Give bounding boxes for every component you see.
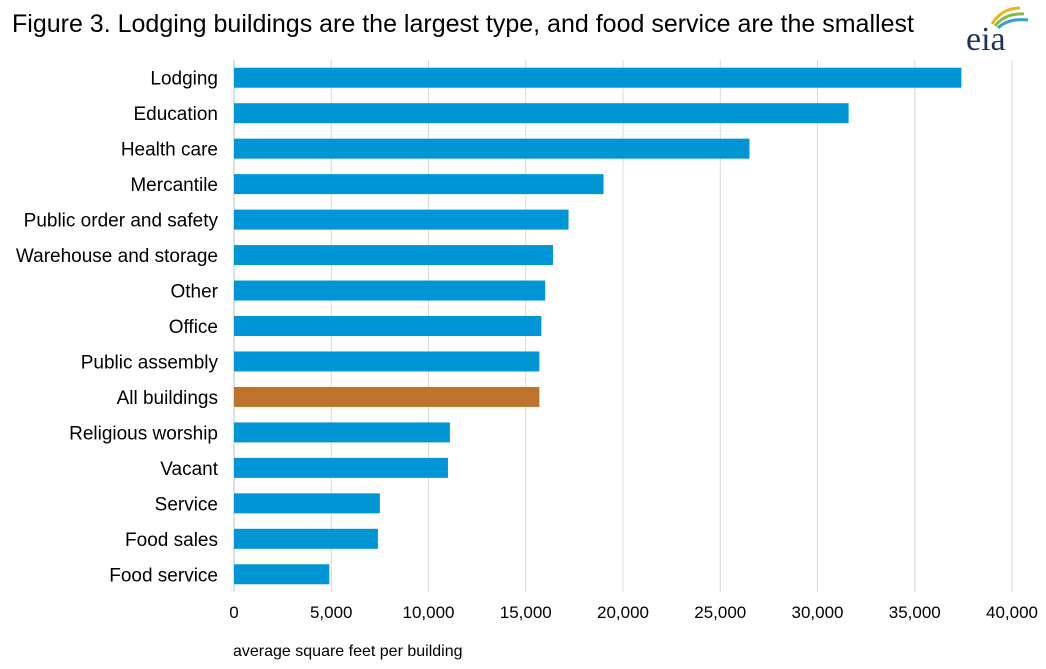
category-label: Public order and safety xyxy=(24,211,219,232)
bar xyxy=(234,386,540,407)
category-label: Service xyxy=(155,494,218,515)
logo-arcs-icon xyxy=(990,6,1029,30)
chart-title: Figure 3. Lodging buildings are the larg… xyxy=(12,10,914,38)
bar xyxy=(234,564,330,585)
category-label: All buildings xyxy=(117,388,218,409)
x-axis-ticks: 0 5,000 10,000 15,000 20,000 25,000 30,000 35,0… xyxy=(229,603,1038,622)
x-tick-label: 10,000 xyxy=(403,603,455,622)
eia-logo: eia xyxy=(966,6,1029,54)
category-label: Vacant xyxy=(160,459,218,480)
category-label: Lodging xyxy=(150,69,218,90)
category-label: Religious worship xyxy=(69,423,218,444)
logo-text: eia xyxy=(966,21,1006,54)
category-label: Mercantile xyxy=(130,175,218,196)
x-tick-label: 5,000 xyxy=(310,603,353,622)
category-label: Food sales xyxy=(125,530,218,551)
bar xyxy=(234,103,849,124)
category-label: Public assembly xyxy=(81,352,219,373)
bars xyxy=(234,67,962,585)
bar xyxy=(234,316,542,336)
bar xyxy=(234,245,553,266)
bar xyxy=(234,457,448,478)
bar xyxy=(234,528,378,549)
category-label: Education xyxy=(133,104,218,125)
bar xyxy=(234,351,540,372)
category-label: Other xyxy=(170,282,218,303)
category-label: Food service xyxy=(109,565,218,586)
bar xyxy=(234,493,380,514)
bar xyxy=(234,422,450,443)
x-axis-title: average square feet per building xyxy=(233,643,463,660)
bar xyxy=(234,280,546,301)
bar xyxy=(234,67,962,88)
bar xyxy=(234,174,604,195)
x-tick-label: 0 xyxy=(229,603,238,622)
x-tick-label: 20,000 xyxy=(597,603,649,622)
category-label: Warehouse and storage xyxy=(16,246,218,267)
x-tick-label: 35,000 xyxy=(889,603,941,622)
x-tick-label: 15,000 xyxy=(500,603,552,622)
bar xyxy=(234,138,750,159)
x-tick-label: 25,000 xyxy=(694,603,746,622)
x-tick-label: 30,000 xyxy=(792,603,844,622)
category-label: Office xyxy=(169,317,218,338)
x-tick-label: 40,000 xyxy=(986,603,1038,622)
category-label: Health care xyxy=(121,140,218,161)
category-labels: Lodging Education Health care Mercantile Pub… xyxy=(16,69,219,587)
bar xyxy=(234,209,569,230)
